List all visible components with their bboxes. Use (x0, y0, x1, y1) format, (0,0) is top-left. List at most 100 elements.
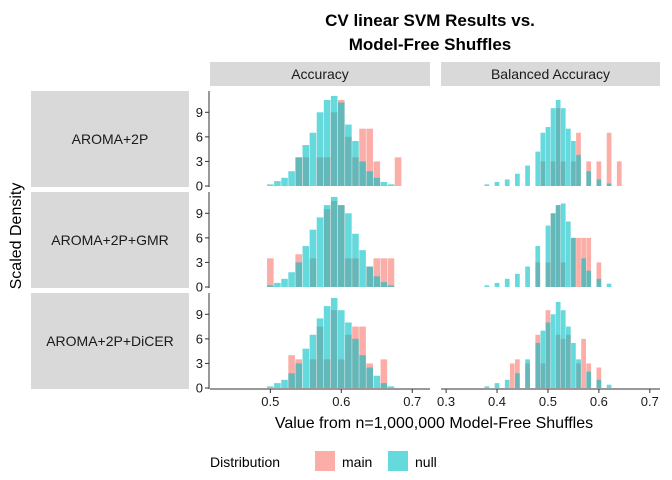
x-tick-label: 0.6 (332, 394, 350, 409)
null-histogram-bar (352, 140, 359, 186)
null-histogram-bar (338, 102, 345, 186)
facet-panel: 0 3 6 9 (196, 91, 402, 194)
null-histogram-bar (288, 171, 295, 186)
main-histogram-bar (380, 258, 388, 287)
null-histogram-bar (345, 124, 352, 186)
null-histogram-bar (345, 213, 352, 287)
main-histogram-bar (359, 128, 366, 186)
main-histogram-bar (586, 237, 592, 287)
null-histogram-bar (359, 250, 366, 287)
y-tick-label: 6 (196, 331, 203, 346)
null-histogram-bar (323, 205, 331, 287)
null-histogram-bar (540, 330, 546, 388)
null-histogram-bar (288, 373, 295, 388)
main-histogram-bar (267, 258, 274, 287)
null-histogram-bar (550, 108, 556, 186)
main-histogram-bar (606, 132, 612, 186)
null-histogram-bar (330, 196, 338, 287)
null-histogram-bar (535, 151, 541, 186)
main-histogram-bar (366, 128, 373, 186)
null-histogram-bar (525, 359, 530, 388)
null-histogram-bar (560, 310, 566, 388)
y-tick-label: 3 (196, 356, 203, 371)
null-histogram-bar (309, 334, 317, 388)
null-histogram-bar (525, 266, 530, 287)
null-histogram-bar (281, 379, 288, 388)
main-histogram-bar (373, 161, 381, 186)
null-histogram-bar (352, 233, 359, 287)
null-histogram-bar (565, 128, 571, 186)
main-histogram-bar (380, 359, 388, 388)
y-tick-label: 9 (196, 206, 203, 221)
null-histogram-bar (565, 221, 571, 287)
facet-panel (484, 100, 622, 186)
null-histogram-bar (309, 229, 317, 287)
chart-title-line-2: Model-Free Shuffles (349, 35, 511, 54)
null-histogram-bar (274, 383, 281, 388)
null-histogram-bar (494, 282, 500, 287)
null-histogram-bar (545, 322, 551, 388)
null-histogram-bar (316, 217, 324, 287)
null-histogram-bar (596, 379, 602, 388)
null-histogram-bar (359, 355, 366, 388)
legend-title: Distribution (210, 454, 280, 470)
null-histogram-bar (540, 132, 546, 186)
null-histogram-bar (281, 278, 288, 287)
null-histogram-bar (366, 367, 373, 388)
y-tick-label: 6 (196, 129, 203, 144)
null-histogram-bar (586, 371, 592, 388)
main-histogram-bar (596, 367, 602, 388)
null-histogram-bar (295, 363, 302, 388)
null-histogram-bar (288, 272, 295, 287)
row-strip (31, 91, 189, 187)
null-histogram-bar (316, 318, 324, 388)
x-tick-label: 0.7 (403, 394, 421, 409)
column-strip-label: Accuracy (291, 66, 349, 82)
y-tick-label: 9 (196, 307, 203, 322)
null-histogram-bar (576, 154, 581, 186)
null-histogram-bar (606, 283, 612, 287)
null-histogram-bar (555, 302, 561, 388)
y-tick-label: 3 (196, 154, 203, 169)
chart-title-line-1: CV linear SVM Results vs. (325, 11, 535, 30)
null-histogram-bar (565, 326, 571, 388)
null-histogram-bar (387, 386, 395, 388)
null-histogram-bar (596, 278, 602, 287)
column-strip (210, 62, 430, 86)
column-strip-label: Balanced Accuracy (491, 66, 610, 82)
null-histogram-bar (535, 342, 541, 388)
null-histogram-bar (576, 359, 581, 388)
row-strip-label: AROMA+2P+GMR (51, 232, 168, 248)
null-histogram-bar (302, 246, 310, 287)
null-histogram-bar (581, 258, 586, 287)
x-tick-label: 0.7 (641, 394, 659, 409)
row-strip (31, 293, 189, 389)
null-histogram-bar (330, 297, 338, 388)
y-tick-label: 3 (196, 255, 203, 270)
null-histogram-bar (545, 127, 551, 186)
null-histogram-bar (504, 278, 510, 287)
y-tick-label: 0 (196, 179, 203, 194)
main-histogram-bar (288, 355, 295, 388)
legend-key-main (315, 451, 335, 471)
null-histogram-bar (373, 177, 381, 186)
facet-panel: 0.3 0.4 0.5 0.6 0.7 (437, 302, 660, 409)
x-axis-title: Value from n=1,000,000 Model-Free Shuffl… (275, 415, 593, 432)
facet-panel (484, 203, 612, 287)
null-histogram-bar (387, 285, 395, 287)
facet-panels: Accuracy Balanced Accuracy AROMA+2P AROMA+2… (31, 62, 660, 409)
null-histogram-bar (484, 386, 490, 388)
facet-panel: 0 3 6 9 (196, 192, 395, 295)
null-histogram-bar (345, 322, 352, 388)
null-histogram-bar (380, 383, 388, 388)
null-histogram-bar (515, 373, 520, 388)
null-histogram-bar (380, 181, 388, 186)
null-histogram-bar (302, 145, 310, 186)
y-axis-title: Scaled Density (8, 183, 25, 290)
null-histogram-bar (494, 383, 500, 388)
null-histogram-bar (555, 205, 561, 287)
main-histogram-bar (509, 363, 515, 388)
null-histogram-bar (295, 157, 302, 186)
null-histogram-bar (366, 266, 373, 287)
null-histogram-bar (484, 184, 490, 186)
